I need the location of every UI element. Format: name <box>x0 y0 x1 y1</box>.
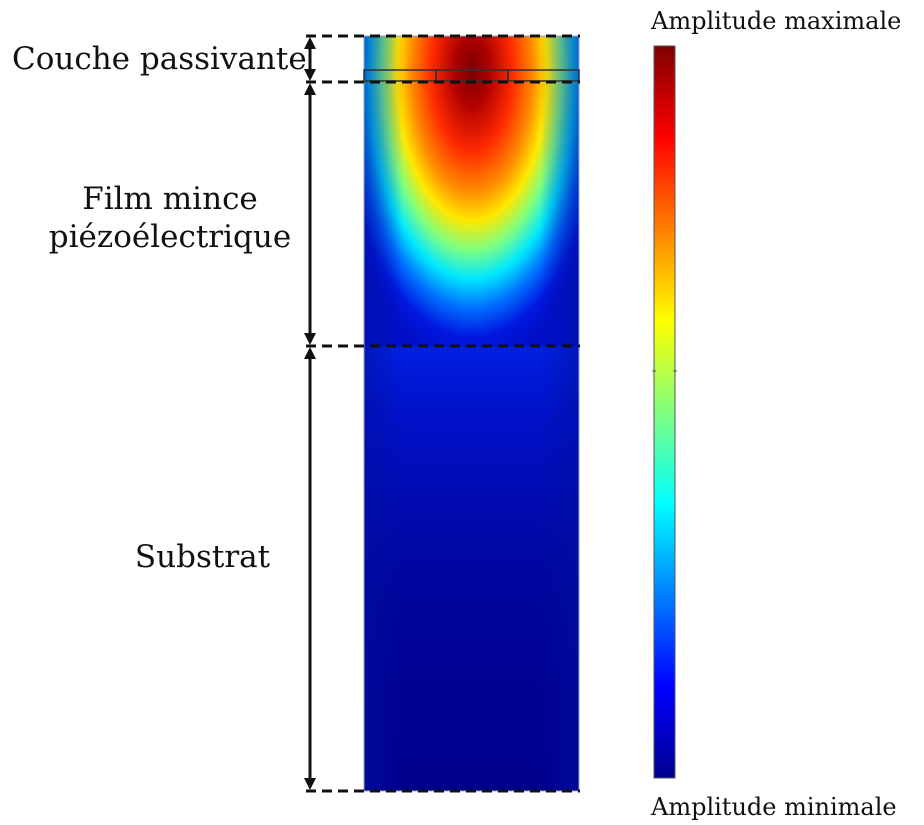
thin-film-label-line1: Film mince <box>82 181 258 217</box>
color-scale-min-label: Amplitude minimale <box>651 793 897 821</box>
dimension-arrows <box>304 37 316 790</box>
substrate-label: Substrat <box>134 539 271 575</box>
thin-film-label-line2: piézoélectrique <box>48 219 292 255</box>
passivation-layer-label: Couche passivante <box>12 41 307 77</box>
substrate-arrow <box>304 347 316 790</box>
color-scale-bar <box>652 45 677 779</box>
simulation-column <box>364 36 579 791</box>
field-edge-shading <box>364 36 579 791</box>
electrode-right <box>507 69 580 82</box>
color-scale-max-label: Amplitude maximale <box>651 7 902 35</box>
thin-film-label: Film mince piézoélectrique <box>40 180 300 256</box>
layer-boundaries <box>306 34 580 793</box>
color-scale-gradient <box>653 45 676 779</box>
thin-film-arrow <box>304 83 316 345</box>
passivation-arrow <box>304 37 316 81</box>
